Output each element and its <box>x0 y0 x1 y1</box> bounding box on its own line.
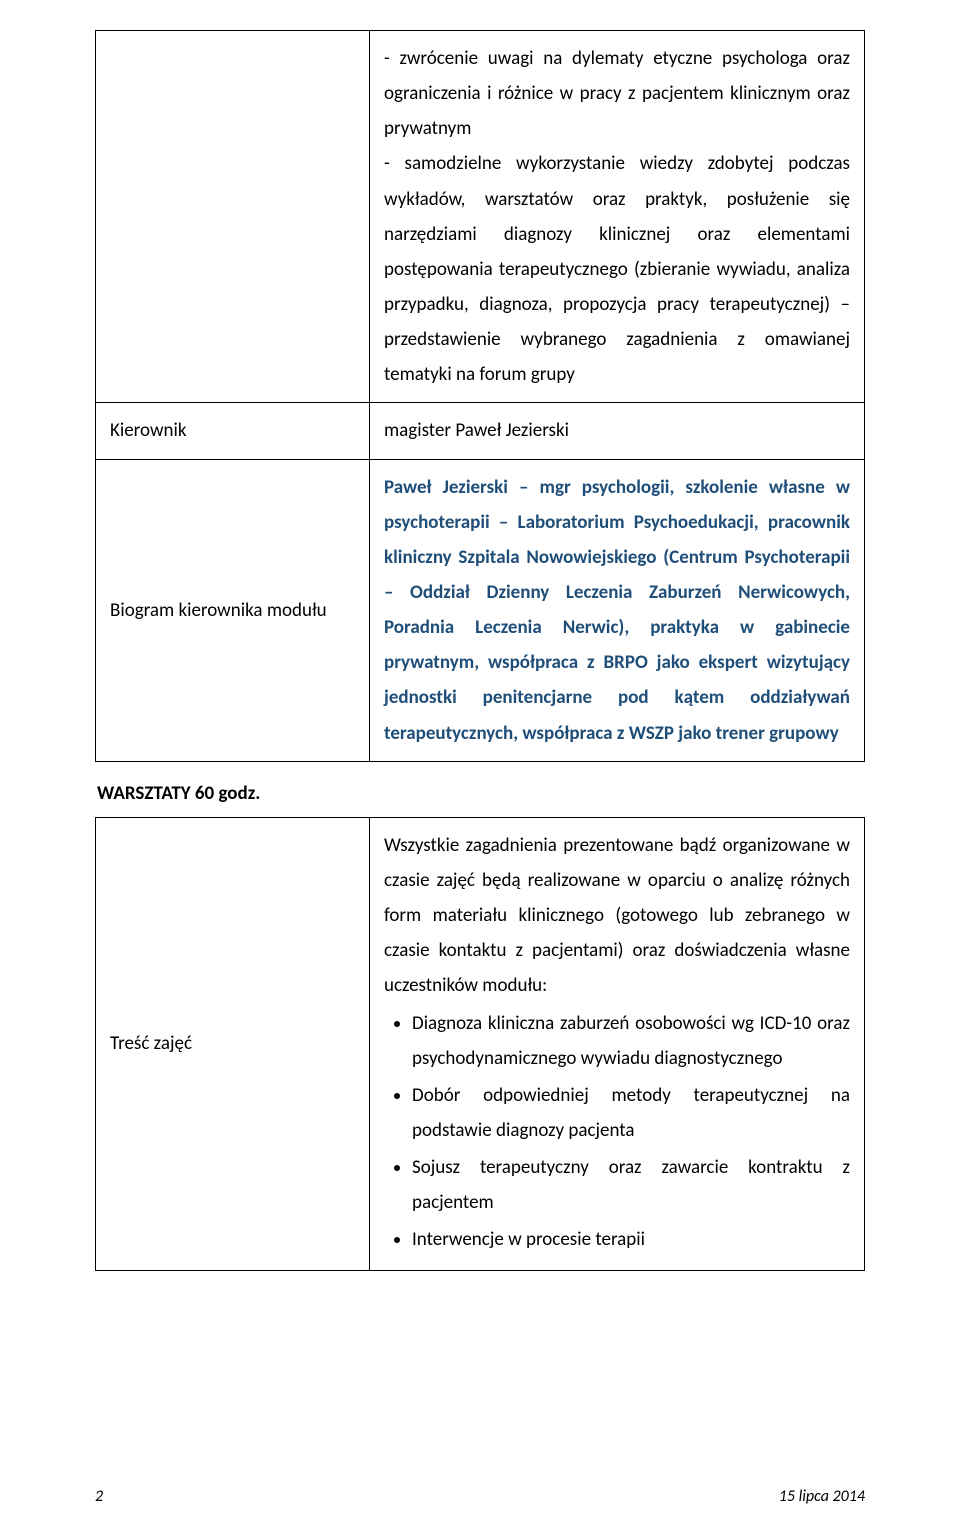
bullet-item: Interwencje w procesie terapii <box>412 1222 850 1257</box>
section-heading-warsztaty: WARSZTATY 60 godz. <box>97 776 865 811</box>
objective-line-1: - zwrócenie uwagi na dylematy etyczne ps… <box>384 41 850 146</box>
page-footer: 2 15 lipca 2014 <box>95 1482 865 1512</box>
course-table-warsztaty: Treść zajęć Wszystkie zagadnienia prezen… <box>95 817 865 1271</box>
footer-date: 15 lipca 2014 <box>779 1482 865 1512</box>
value-kierownik: magister Paweł Jezierski <box>370 403 865 459</box>
tresc-intro: Wszystkie zagadnienia prezentowane bądź … <box>384 828 850 1004</box>
value-biogram: Paweł Jezierski – mgr psychologii, szkol… <box>370 459 865 761</box>
bullet-item: Dobór odpowiedniej metody terapeutycznej… <box>412 1078 850 1148</box>
label-kierownik: Kierownik <box>96 403 370 459</box>
objectives-cell: - zwrócenie uwagi na dylematy etyczne ps… <box>370 31 865 403</box>
course-table-top: - zwrócenie uwagi na dylematy etyczne ps… <box>95 30 865 762</box>
tresc-bullet-list: Diagnoza kliniczna zaburzeń osobowości w… <box>384 1006 850 1258</box>
label-biogram: Biogram kierownika modułu <box>96 459 370 761</box>
bullet-item: Diagnoza kliniczna zaburzeń osobowości w… <box>412 1006 850 1076</box>
label-tresc-zajec: Treść zajęć <box>96 817 370 1270</box>
bullet-item: Sojusz terapeutyczny oraz zawarcie kontr… <box>412 1150 850 1220</box>
empty-left-cell <box>96 31 370 403</box>
footer-page-number: 2 <box>95 1482 103 1512</box>
tresc-zajec-cell: Wszystkie zagadnienia prezentowane bądź … <box>370 817 865 1270</box>
objective-line-2: - samodzielne wykorzystanie wiedzy zdoby… <box>384 146 850 392</box>
